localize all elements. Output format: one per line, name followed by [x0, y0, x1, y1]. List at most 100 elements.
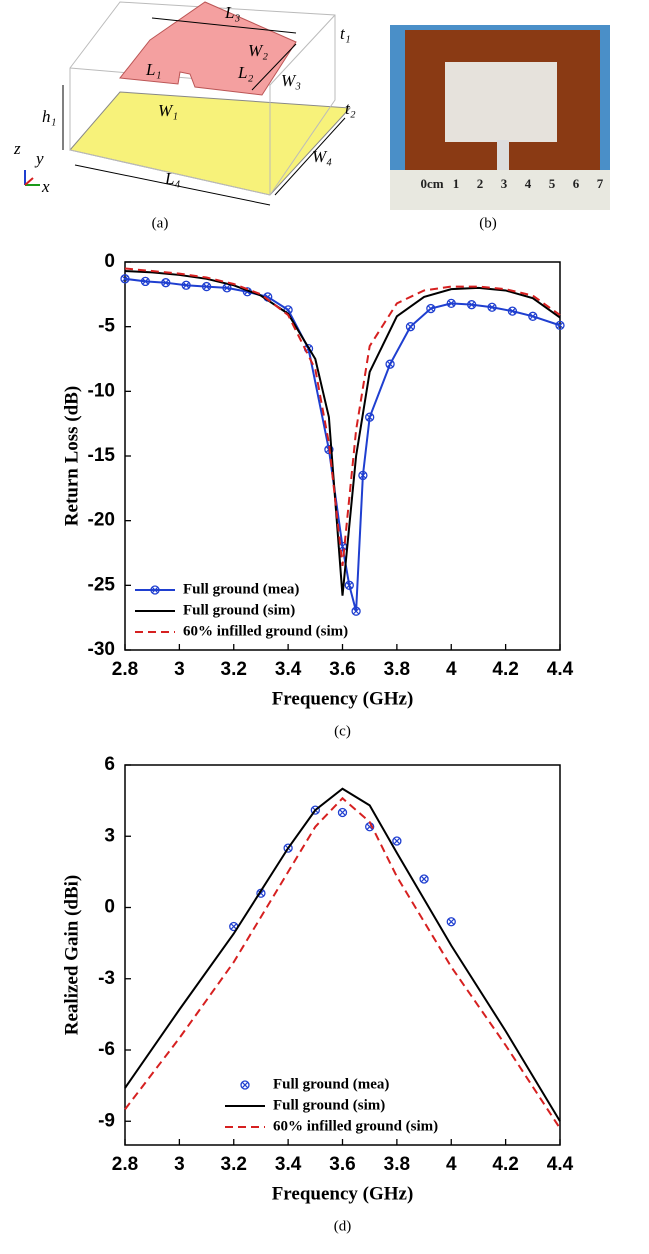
x-tick-label: 2.8 — [112, 1154, 138, 1175]
ruler-label: 1 — [453, 176, 460, 191]
marker-cross — [386, 360, 394, 368]
marker-cross — [529, 313, 537, 320]
marker-circle — [365, 412, 375, 422]
ruler-label: 5 — [549, 176, 556, 191]
dim-label: t₁ — [340, 24, 351, 43]
ruler-label: 4 — [525, 176, 532, 191]
marker-cross — [359, 472, 367, 479]
marker-cross — [223, 284, 231, 292]
data-point — [120, 274, 130, 284]
marker-cross — [393, 837, 401, 845]
marker-circle — [385, 359, 395, 369]
data-point — [365, 412, 375, 422]
marker-circle — [240, 1080, 250, 1090]
marker-circle — [140, 276, 151, 287]
x-tick-label: 4 — [446, 659, 457, 680]
panel-caption: (c) — [334, 723, 351, 739]
x-tick-label: 3.8 — [384, 659, 410, 680]
x-tick-label: 4.2 — [492, 1154, 518, 1175]
marker-cross — [339, 809, 346, 816]
marker-cross — [241, 1081, 249, 1089]
marker-cross — [427, 305, 435, 312]
marker-circle — [446, 298, 456, 309]
x-tick-label: 3.6 — [329, 1154, 355, 1175]
x-tick-label: 4 — [446, 1154, 457, 1175]
data-point — [140, 276, 151, 287]
antenna-photo: 0cm 1 2 3 4 5 6 7 — [390, 25, 610, 210]
marker-circle — [507, 306, 518, 316]
y-tick-label: -20 — [88, 510, 115, 531]
y-tick-label: -10 — [88, 380, 115, 401]
marker-circle — [344, 580, 354, 590]
y-tick-label: -15 — [88, 445, 116, 466]
data-point — [337, 807, 348, 818]
data-point — [161, 278, 171, 288]
legend-label: Full ground (sim) — [183, 602, 295, 618]
marker-cross — [407, 323, 414, 330]
marker-cross — [366, 413, 373, 421]
series-line — [124, 277, 561, 612]
marker-circle — [351, 606, 361, 616]
y-tick-label: 3 — [104, 825, 115, 846]
dim-label: W₄ — [312, 147, 332, 166]
x-tick-label: 3.4 — [275, 659, 302, 680]
marker-circle — [358, 470, 368, 481]
data-point — [150, 585, 160, 595]
x-tick-label: 4.4 — [547, 1154, 574, 1175]
marker-cross — [121, 275, 129, 283]
marker-cross — [556, 322, 564, 329]
marker-cross — [352, 607, 360, 615]
y-tick-label: -25 — [88, 574, 116, 595]
y-tick-label: -5 — [98, 316, 115, 337]
marker-cross — [142, 278, 149, 285]
marker-cross — [162, 279, 170, 286]
data-point — [385, 359, 395, 369]
marker-circle — [528, 311, 538, 321]
dim-label: L₂ — [237, 63, 253, 82]
data-point — [392, 836, 402, 846]
ruler-label: 0cm — [420, 176, 443, 191]
axis-label: z — [13, 139, 21, 158]
marker-circle — [120, 274, 130, 284]
y-tick-label: -6 — [98, 1039, 115, 1060]
x-axis-title: Frequency (GHz) — [272, 1183, 414, 1204]
marker-circle — [405, 322, 416, 332]
y-tick-label: -3 — [98, 968, 115, 989]
data-point — [181, 280, 191, 290]
legend-label: 60% infilled ground (sim) — [273, 1118, 438, 1134]
data-point — [528, 311, 538, 321]
marker-cross — [339, 543, 346, 550]
dim-label: W₂ — [248, 41, 268, 60]
x-tick-label: 3.6 — [329, 659, 355, 680]
marker-cross — [230, 923, 237, 930]
ruler: 0cm 1 2 3 4 5 6 7 — [420, 176, 603, 191]
ruler-label: 6 — [573, 176, 580, 191]
x-tick-label: 3.8 — [384, 1154, 410, 1175]
data-point — [419, 874, 429, 884]
data-point — [358, 470, 368, 481]
marker-circle — [466, 300, 477, 310]
marker-circle — [283, 843, 293, 853]
data-point — [446, 917, 456, 927]
marker-circle — [555, 320, 565, 331]
dim-label: L₄ — [164, 169, 180, 188]
marker-circle — [419, 874, 429, 884]
x-tick-label: 3.4 — [275, 1154, 302, 1175]
marker-cross — [182, 282, 190, 289]
y-tick-label: -9 — [98, 1110, 115, 1131]
marker-cross — [346, 582, 353, 589]
y-axis-title: Return Loss (dB) — [61, 386, 82, 526]
data-point — [466, 300, 477, 310]
marker-circle — [181, 280, 191, 290]
marker-circle — [150, 585, 160, 595]
legend-label: Full ground (mea) — [273, 1076, 389, 1092]
panel-caption: (a) — [152, 215, 169, 231]
x-tick-label: 4.2 — [492, 659, 518, 680]
legend: Full ground (mea) Full ground (sim) 60% in… — [225, 1076, 438, 1134]
data-point — [201, 281, 212, 292]
x-tick-label: 3.2 — [221, 659, 247, 680]
marker-circle — [446, 917, 456, 927]
marker-cross — [468, 301, 475, 308]
marker-circle — [337, 807, 348, 818]
